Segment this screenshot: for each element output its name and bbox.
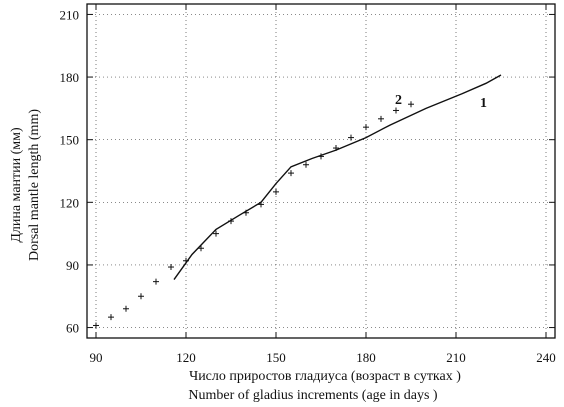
series-2-label: 2 [395,93,402,108]
series-1-line [173,74,502,280]
y-tick-label: 60 [66,321,79,336]
series-2-point [363,124,369,131]
series-2-point [183,257,189,264]
series-2-point [213,230,219,237]
x-tick-label: 180 [356,350,376,365]
series-1-label: 1 [480,96,487,111]
series [93,74,502,329]
series-2-point [153,278,159,285]
y-tick-label: 210 [60,7,80,22]
series-2-point [408,101,414,108]
series-2-point [138,293,144,300]
y-tick-label: 90 [66,258,79,273]
series-2-point [378,115,384,122]
series-2-point [123,305,129,312]
series-2-point [393,107,399,114]
y-axis-label-en: Dorsal mantle length (mm) [27,109,42,261]
y-tick-label: 180 [60,70,80,85]
y-axis-label-ru: Длина мантии (мм) [9,127,24,243]
series-2-point [168,264,174,271]
series-2-point [303,161,309,168]
x-tick-label: 210 [446,350,466,365]
x-tick-label: 120 [176,350,196,365]
series-2-point [243,209,249,216]
x-tick-label: 240 [536,350,556,365]
series-2-point [273,188,279,195]
axis-ticks: 90 120 150 180 210 240 60 90 120 150 180 210 [60,4,556,365]
series-2-point [318,153,324,160]
series-2-point [258,201,264,208]
y-tick-label: 150 [60,133,80,148]
series-2-point [288,170,294,177]
x-tick-label: 150 [266,350,286,365]
series-2-point [348,134,354,141]
series-2-point [93,322,99,329]
series-2-point [108,314,114,321]
x-axis-label-en: Number of gladius increments (age in day… [188,388,438,403]
grid [87,4,555,338]
x-tick-label: 90 [90,350,103,365]
y-tick-label: 120 [60,195,80,210]
x-axis-label-ru: Число приростов гладиуса (возраст в сутк… [189,369,461,384]
series-2-point [198,245,204,252]
plot-frame [86,3,556,339]
series-2-point [333,145,339,152]
series-2-point [228,218,234,225]
